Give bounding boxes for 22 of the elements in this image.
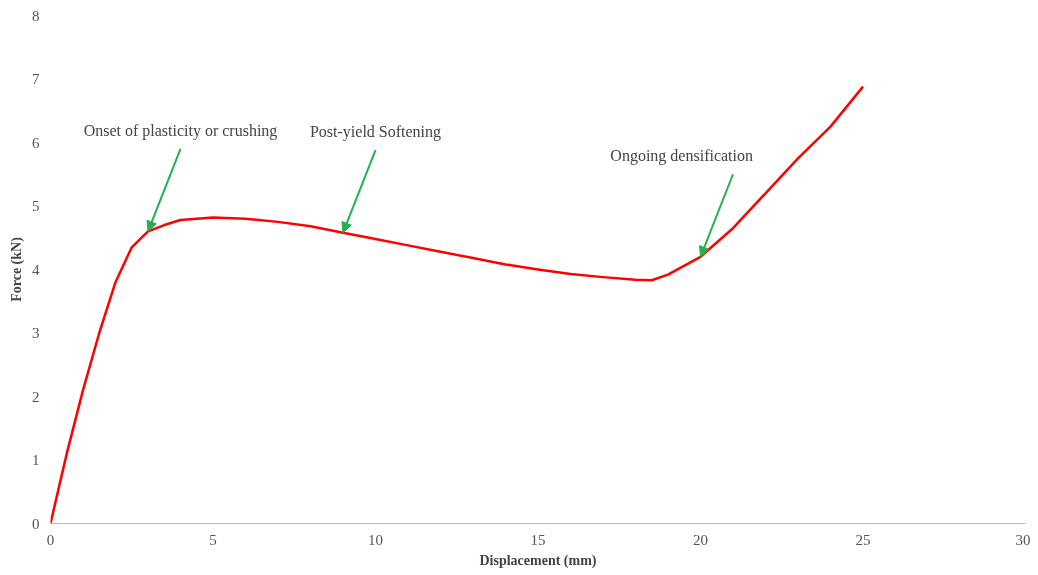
x-tick-label: 5 (209, 531, 217, 548)
y-tick-label: 1 (32, 452, 40, 468)
y-tick-label: 2 (32, 388, 40, 405)
x-tick-label: 30 (1015, 531, 1031, 548)
x-axis-title: Displacement (mm) (479, 552, 597, 569)
y-tick-label: 3 (32, 325, 40, 341)
annotation: Post-yield Softening (309, 123, 442, 142)
y-tick-label: 6 (32, 134, 40, 151)
x-tick-label: 20 (693, 531, 708, 548)
y-tick-label: 4 (32, 261, 40, 278)
x-tick-label: 25 (855, 531, 871, 548)
x-tick-label: 0 (46, 531, 55, 548)
x-tick-label: 15 (530, 531, 546, 548)
y-tick-label: 5 (32, 198, 40, 214)
y-tick-label: 7 (32, 71, 40, 87)
y-tick-label: 8 (32, 7, 40, 24)
line-series (50, 85, 865, 524)
y-tick-label: 0 (32, 515, 40, 532)
y-axis-title: Force (kN) (9, 236, 25, 302)
x-tick-label: 10 (368, 531, 383, 548)
annotation: Ongoing densification (610, 147, 753, 166)
annotation: Onset of plasticity or crushing (83, 121, 278, 140)
